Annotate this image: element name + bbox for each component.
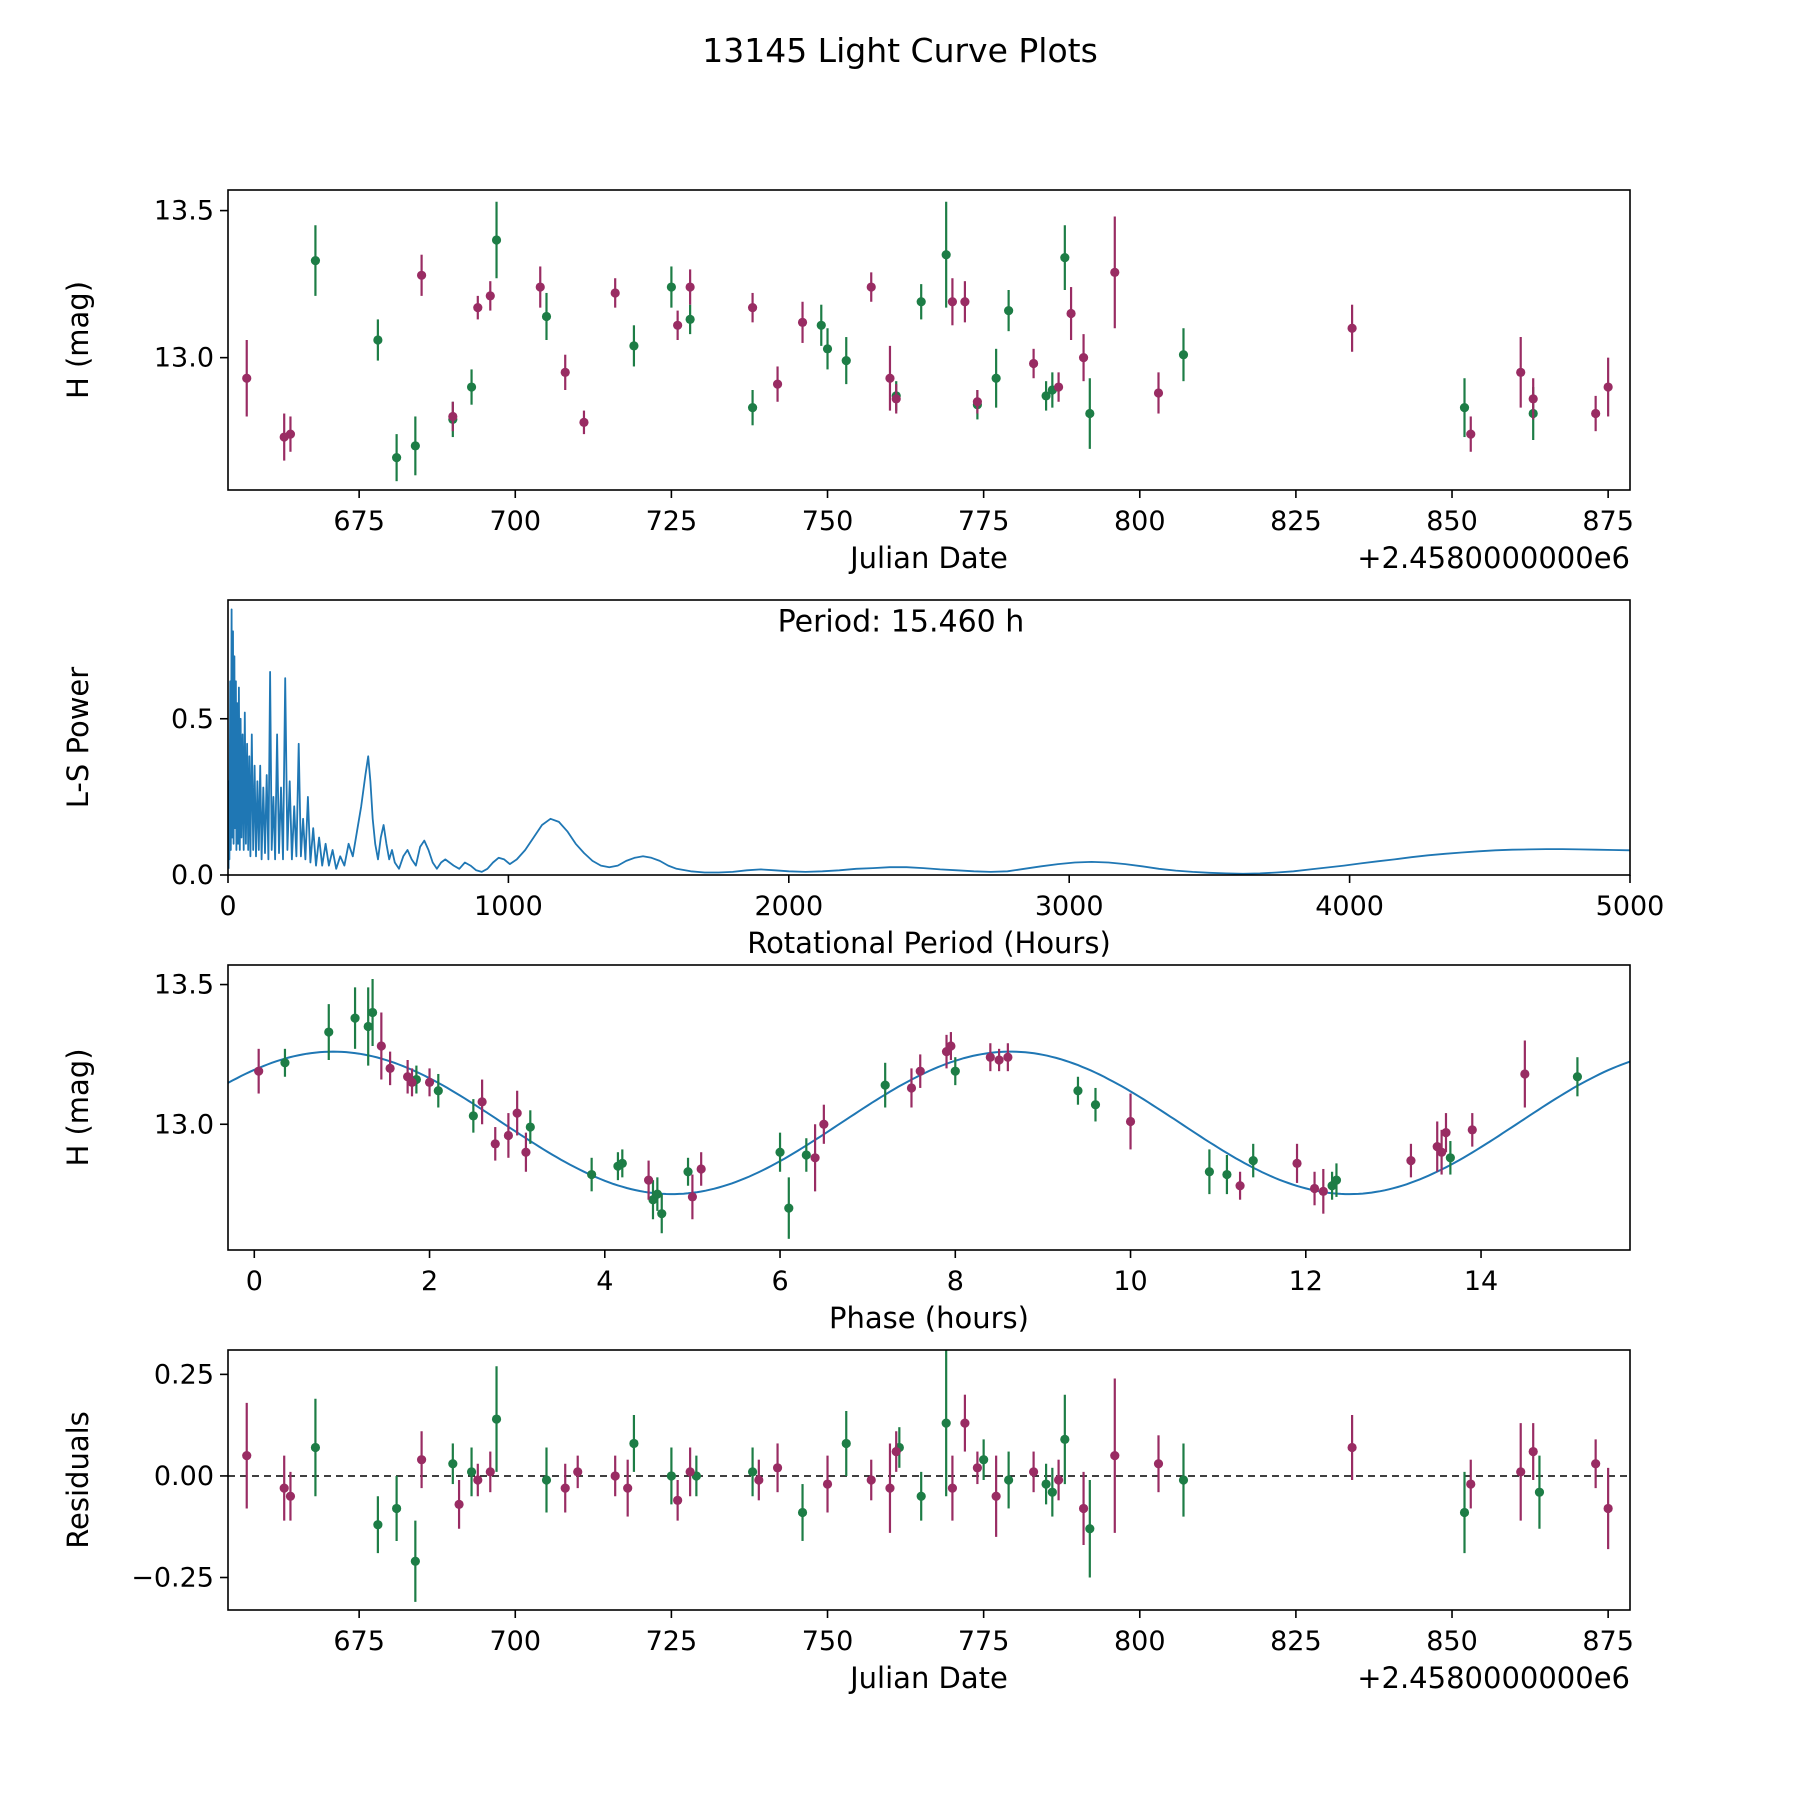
svg-text:700: 700 — [489, 506, 541, 537]
svg-text:−0.25: −0.25 — [131, 1563, 214, 1594]
plot-periodogram: 0 1000 2000 3000 4000 5000 0.0 0.5 Rotational Pe… — [61, 599, 1665, 960]
svg-text:750: 750 — [802, 1626, 854, 1657]
svg-text:725: 725 — [646, 1626, 698, 1657]
svg-text:875: 875 — [1582, 1626, 1634, 1657]
svg-text:Residuals: Residuals — [61, 1411, 95, 1549]
svg-text:800: 800 — [1114, 506, 1166, 537]
purple-observations — [254, 1012, 1530, 1220]
axes-frame — [227, 599, 1631, 876]
svg-text:14: 14 — [1464, 1266, 1498, 1297]
axes-frame — [227, 964, 1631, 1251]
periodogram-line — [227, 608, 1631, 875]
svg-text:700: 700 — [489, 1626, 541, 1657]
svg-text:3000: 3000 — [1035, 891, 1104, 922]
svg-text:775: 775 — [958, 506, 1010, 537]
axes-frame — [227, 1349, 1631, 1611]
svg-text:+2.4580000000e6: +2.4580000000e6 — [1357, 541, 1630, 575]
svg-text:850: 850 — [1426, 1626, 1478, 1657]
svg-text:775: 775 — [958, 1626, 1010, 1657]
svg-text:13.0: 13.0 — [154, 343, 214, 374]
svg-text:5000: 5000 — [1596, 891, 1665, 922]
svg-text:L-S Power: L-S Power — [61, 667, 95, 808]
charts-canvas: 675 700 725 750 775 800 825 850 87513.013.5Julia… — [61, 189, 1665, 1695]
svg-text:725: 725 — [646, 506, 698, 537]
svg-text:13.5: 13.5 — [154, 970, 214, 1001]
svg-text:Phase (hours): Phase (hours) — [829, 1301, 1029, 1335]
svg-text:825: 825 — [1270, 506, 1322, 537]
svg-text:13.0: 13.0 — [154, 1109, 214, 1140]
svg-text:0.5: 0.5 — [171, 704, 214, 735]
green-observations — [310, 201, 1538, 482]
svg-text:750: 750 — [802, 506, 854, 537]
plot-residuals: 675 700 725 750 775 800 825 850 875 −0.25 0.00 0.25… — [61, 1349, 1634, 1695]
svg-text:0.25: 0.25 — [154, 1359, 214, 1390]
svg-text:1000: 1000 — [474, 891, 543, 922]
green-observations — [280, 978, 1583, 1239]
svg-text:800: 800 — [1114, 1626, 1166, 1657]
svg-text:H (mag): H (mag) — [61, 1048, 95, 1166]
svg-text:675: 675 — [333, 506, 385, 537]
svg-text:10: 10 — [1113, 1266, 1147, 1297]
plot-phased-lightcurve: 0 2 4 6 8 10 12 14 13.0 13.5 Phase (hours) H (mag) — [61, 964, 1631, 1335]
svg-text:+2.4580000000e6: +2.4580000000e6 — [1357, 1661, 1630, 1695]
green-residuals — [310, 1350, 1545, 1602]
svg-text:8: 8 — [947, 1266, 964, 1297]
axes-frame — [227, 189, 1631, 491]
fit-curve — [227, 1050, 1631, 1196]
purple-observations — [242, 216, 1613, 461]
figure-title: 13145 Light Curve Plots — [702, 30, 1098, 70]
purple-residuals — [242, 1378, 1613, 1550]
svg-text:Julian Date: Julian Date — [848, 541, 1008, 575]
svg-text:4000: 4000 — [1315, 891, 1384, 922]
svg-text:0.00: 0.00 — [154, 1461, 214, 1492]
svg-text:12: 12 — [1289, 1266, 1323, 1297]
svg-text:Rotational Period (Hours): Rotational Period (Hours) — [747, 926, 1111, 960]
svg-text:2000: 2000 — [754, 891, 823, 922]
svg-text:825: 825 — [1270, 1626, 1322, 1657]
svg-text:6: 6 — [771, 1266, 788, 1297]
svg-text:875: 875 — [1582, 506, 1634, 537]
svg-text:Julian Date: Julian Date — [848, 1661, 1008, 1695]
svg-text:4: 4 — [596, 1266, 613, 1297]
svg-text:0: 0 — [219, 891, 236, 922]
svg-text:Period: 15.460 h: Period: 15.460 h — [778, 604, 1025, 639]
svg-text:675: 675 — [333, 1626, 385, 1657]
plot-jd-lightcurve: 675 700 725 750 775 800 825 850 875 13.0 13.5 Julia… — [61, 189, 1634, 575]
svg-text:H (mag): H (mag) — [61, 281, 95, 399]
svg-text:850: 850 — [1426, 506, 1478, 537]
svg-text:0: 0 — [246, 1266, 263, 1297]
svg-text:0.0: 0.0 — [171, 860, 214, 891]
svg-text:2: 2 — [421, 1266, 438, 1297]
svg-text:13.5: 13.5 — [154, 196, 214, 227]
